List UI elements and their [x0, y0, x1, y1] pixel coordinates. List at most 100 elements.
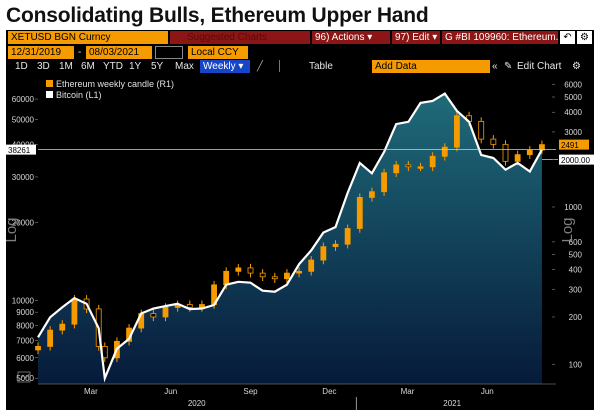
eth-candle-body: [393, 164, 400, 174]
suggested-charts-label: Suggested Charts: [187, 32, 268, 43]
right-axis-tick-label: 400: [569, 266, 583, 275]
eth-candle-body: [259, 272, 266, 278]
x-axis-month-label: Dec: [322, 387, 336, 396]
btc-last-flag-box: [6, 144, 36, 155]
x-axis-year-label: 2020: [188, 399, 206, 408]
eth-candle-body: [526, 149, 533, 156]
gear-icon[interactable]: ⚙: [577, 31, 592, 44]
eth-candle-body: [454, 115, 460, 148]
left-axis-tick-label: 20000: [12, 218, 35, 227]
period-max[interactable]: Max: [175, 61, 194, 72]
x-axis-year-label: 2021: [443, 399, 461, 408]
add-data-input[interactable]: Add Data: [372, 60, 490, 73]
eth-candle-body: [332, 243, 339, 248]
eth-candle-body: [162, 307, 169, 318]
frequency-dropdown[interactable]: Weekly ▾: [200, 60, 250, 73]
eth-candle-body: [441, 146, 448, 157]
period-5y[interactable]: 5Y: [151, 61, 164, 72]
eth-candle-body: [296, 270, 302, 274]
bitcoin-line: [37, 92, 543, 383]
eth-candle-body: [369, 191, 375, 198]
eth-candle-body: [47, 329, 54, 347]
right-axis-tick-label: 200: [569, 313, 583, 322]
edit-chart-button[interactable]: Edit Chart: [517, 61, 562, 72]
actions-menu[interactable]: 96) Actions ▾: [312, 31, 390, 44]
end-date-field[interactable]: 08/03/2021: [86, 46, 152, 59]
eth-candle-body: [320, 246, 327, 261]
period-1d[interactable]: 1D: [15, 61, 28, 72]
eth-candle-body: [478, 120, 485, 140]
eth-candle-body: [514, 154, 521, 162]
frequency-box[interactable]: [155, 46, 183, 59]
right-axis-tick-label: 4000: [564, 108, 582, 117]
eth-candle-body: [71, 298, 78, 325]
left-axis-tick-label: 10000: [12, 296, 35, 305]
x-axis-month-label: Mar: [84, 387, 98, 396]
edit-menu[interactable]: 97) Edit ▾: [392, 31, 440, 44]
eth-candle-body: [356, 197, 363, 229]
x-axis: Mar Jun Sep Dec Mar Jun 2020 2021: [38, 383, 556, 410]
left-axis-tick-label: 30000: [12, 173, 35, 182]
x-axis-month-label: Mar: [401, 387, 415, 396]
btc-last-flag-label: 38261: [8, 146, 31, 155]
right-axis-tick-label: 1000: [564, 203, 582, 212]
currency-field[interactable]: Local CCY: [188, 46, 248, 59]
price-chart: 5000600070008000900010000200003000040000…: [6, 74, 594, 410]
left-axis-tick-label: 9000: [16, 308, 34, 317]
period-1m[interactable]: 1M: [59, 61, 73, 72]
x-axis-month-label: Sep: [243, 387, 258, 396]
eth-candle-body: [417, 166, 424, 169]
eth-last-flag-label: 2491: [561, 141, 579, 150]
chart-id-field[interactable]: G #BI 109960: Ethereum...: [442, 31, 558, 44]
left-axis: 5000600070008000900010000200003000040000…: [12, 95, 38, 383]
toolbar-row-2: 12/31/2019 - 08/03/2021 Local CCY: [6, 46, 594, 59]
eth-candle-body: [271, 276, 278, 280]
pencil-icon[interactable]: ✎: [504, 61, 513, 72]
chart-headline: Consolidating Bulls, Ethereum Upper Hand: [6, 4, 429, 27]
left-axis-tick-label: 60000: [12, 95, 35, 104]
table-button[interactable]: Table: [309, 61, 333, 72]
period-6m[interactable]: 6M: [81, 61, 95, 72]
left-axis-tick-label: 8000: [16, 321, 34, 330]
eth-candle-body: [429, 155, 436, 168]
eth-candle-body: [223, 270, 230, 286]
left-axis-tick-label: 5000: [16, 374, 34, 383]
start-date-field[interactable]: 12/31/2019: [8, 46, 74, 59]
eth-candle-body: [381, 172, 387, 193]
ethereum-candles: [35, 111, 545, 363]
line-chart-icon[interactable]: ╱: [257, 61, 264, 72]
right-axis-tick-label: 6000: [564, 81, 582, 90]
legend-ethereum-label: Ethereum weekly candle (R1): [56, 79, 174, 89]
right-axis-tick-label: 100: [569, 360, 583, 369]
eth-candle-body: [502, 143, 509, 162]
back-arrow-icon[interactable]: ↶: [560, 31, 575, 44]
left-axis-tick-label: 50000: [12, 116, 35, 125]
security-field[interactable]: XETUSD BGN Curncy: [8, 31, 168, 44]
right-axis-tick-label: 300: [569, 285, 583, 294]
period-3d[interactable]: 3D: [37, 61, 50, 72]
legend: Ethereum weekly candle (R1) Bitcoin (L1): [46, 79, 174, 100]
terminal-window: XETUSD BGN Curncy Suggested Charts 96) A…: [6, 30, 594, 410]
eth-candle-body: [59, 323, 66, 331]
chart-tools-icon[interactable]: [17, 371, 31, 383]
x-axis-month-label: Jun: [481, 387, 494, 396]
date-separator: -: [78, 47, 82, 58]
right-axis-tick-label: 5000: [564, 93, 582, 102]
eth-candle-body: [490, 138, 497, 145]
gear-icon[interactable]: ⚙: [572, 61, 581, 72]
period-1y[interactable]: 1Y: [129, 61, 142, 72]
suggested-charts-button[interactable]: Suggested Charts: [170, 31, 310, 44]
eth-candle-body: [284, 272, 290, 280]
left-axis-tick-label: 7000: [16, 336, 34, 345]
toolbar-row-1: XETUSD BGN Curncy Suggested Charts 96) A…: [6, 31, 594, 44]
candle-chart-icon[interactable]: │: [277, 61, 284, 72]
eth-candle-body: [405, 164, 412, 168]
value-flags: 38261 2491 2000.00: [6, 139, 594, 165]
eth-candle-body: [235, 267, 242, 272]
double-chevron-left-icon[interactable]: «: [492, 61, 498, 72]
eth-candle-body: [247, 267, 254, 274]
right-axis-tick-label: 3000: [564, 128, 582, 137]
left-axis-tick-label: 6000: [16, 354, 34, 363]
period-ytd[interactable]: YTD: [103, 61, 123, 72]
legend-bitcoin-swatch: [46, 91, 53, 98]
